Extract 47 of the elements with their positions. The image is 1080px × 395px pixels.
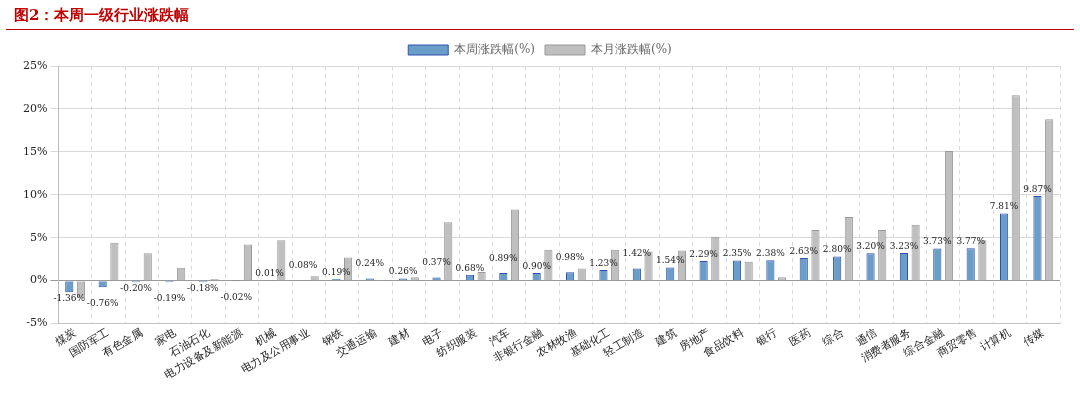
data-label: 0.68% xyxy=(455,262,485,273)
data-label: 1.42% xyxy=(622,248,652,259)
data-label: 0.24% xyxy=(355,258,385,269)
x-tick-label: 医药 xyxy=(786,326,813,349)
chart-title: 图2：本周一级行业涨跌幅 xyxy=(6,0,1074,30)
data-label: 0.26% xyxy=(388,266,418,277)
data-label: 3.73% xyxy=(923,236,953,247)
legend-label: 本周涨跌幅(%) xyxy=(454,42,535,57)
x-tick-label: 建材 xyxy=(385,326,412,349)
data-label: 3.23% xyxy=(889,240,919,251)
data-label: -0.76% xyxy=(86,298,119,309)
data-label: 7.81% xyxy=(989,201,1019,212)
y-tick-label: 15% xyxy=(23,144,48,158)
data-label: 0.19% xyxy=(322,266,352,277)
data-label: 2.80% xyxy=(822,244,852,255)
data-label: 0.01% xyxy=(255,268,285,279)
data-label: 1.23% xyxy=(589,257,619,268)
data-label: 3.77% xyxy=(956,236,986,247)
x-tick-label: 综合 xyxy=(820,326,846,349)
y-tick-label: 0% xyxy=(30,273,48,287)
data-label: 0.08% xyxy=(288,259,318,270)
data-label: 2.63% xyxy=(789,245,819,256)
y-tick-label: -5% xyxy=(26,316,48,330)
data-label: -0.20% xyxy=(120,283,153,294)
y-tick-label: 10% xyxy=(23,187,48,201)
y-tick-label: 25% xyxy=(23,58,48,72)
data-label: -1.36% xyxy=(53,293,86,304)
y-tick-label: 5% xyxy=(30,230,48,244)
x-tick-label: 银行 xyxy=(752,326,780,349)
y-tick-label: 20% xyxy=(23,101,48,115)
legend-label: 本月涨跌幅(%) xyxy=(591,42,672,57)
x-tick-label: 传媒 xyxy=(1020,326,1047,349)
data-label: 0.37% xyxy=(422,257,452,268)
data-label: 2.35% xyxy=(722,248,752,259)
data-label: 2.38% xyxy=(756,248,786,259)
data-label: 3.20% xyxy=(856,241,886,252)
data-label: 1.54% xyxy=(655,255,685,266)
x-tick-label: 建筑 xyxy=(652,326,679,349)
data-label: -0.02% xyxy=(220,291,253,302)
data-label: 2.29% xyxy=(689,248,719,259)
data-label: 0.98% xyxy=(555,252,585,263)
data-label: 0.90% xyxy=(522,260,552,271)
data-label: -0.18% xyxy=(187,283,220,294)
x-tick-label: 计算机 xyxy=(977,326,1013,354)
data-label: -0.19% xyxy=(153,293,186,304)
data-label: 0.89% xyxy=(489,252,519,263)
data-label: 9.87% xyxy=(1023,183,1053,194)
